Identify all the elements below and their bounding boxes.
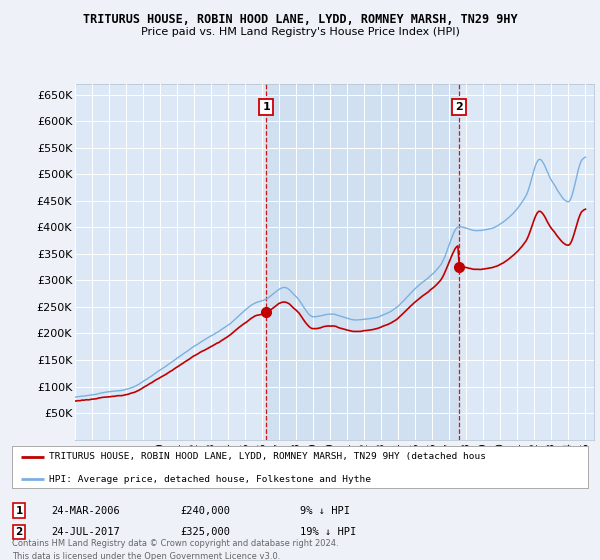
Text: 19% ↓ HPI: 19% ↓ HPI <box>300 527 356 537</box>
Text: £325,000: £325,000 <box>180 527 230 537</box>
Text: 1: 1 <box>262 102 270 112</box>
Text: HPI: Average price, detached house, Folkestone and Hythe: HPI: Average price, detached house, Folk… <box>49 474 371 484</box>
Text: 24-MAR-2006: 24-MAR-2006 <box>51 506 120 516</box>
Text: TRITURUS HOUSE, ROBIN HOOD LANE, LYDD, ROMNEY MARSH, TN29 9HY (detached hous: TRITURUS HOUSE, ROBIN HOOD LANE, LYDD, R… <box>49 452 487 461</box>
Bar <box>266 84 459 440</box>
Text: 1: 1 <box>16 506 23 516</box>
Text: TRITURUS HOUSE, ROBIN HOOD LANE, LYDD, ROMNEY MARSH, TN29 9HY: TRITURUS HOUSE, ROBIN HOOD LANE, LYDD, R… <box>83 13 517 26</box>
Text: £240,000: £240,000 <box>180 506 230 516</box>
Text: 24-JUL-2017: 24-JUL-2017 <box>51 527 120 537</box>
Text: Price paid vs. HM Land Registry's House Price Index (HPI): Price paid vs. HM Land Registry's House … <box>140 27 460 38</box>
Text: 2: 2 <box>16 527 23 537</box>
Text: 2: 2 <box>455 102 463 112</box>
Text: 9% ↓ HPI: 9% ↓ HPI <box>300 506 350 516</box>
Text: Contains HM Land Registry data © Crown copyright and database right 2024.
This d: Contains HM Land Registry data © Crown c… <box>12 539 338 560</box>
